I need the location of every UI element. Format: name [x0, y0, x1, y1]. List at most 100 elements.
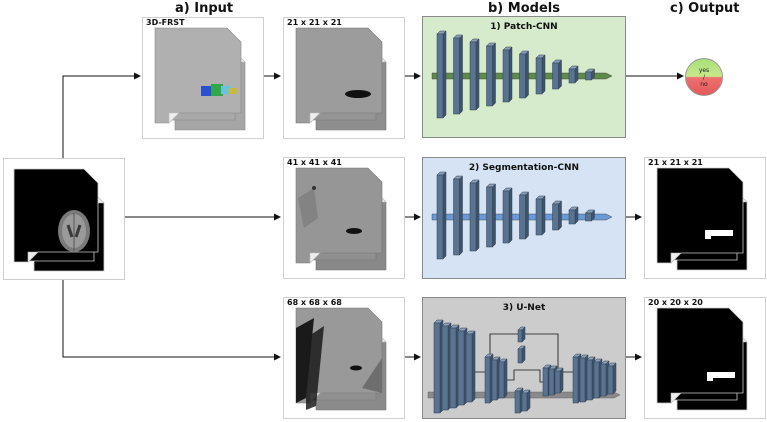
seg-output-21-label: 21 x 21 x 21 [648, 158, 703, 167]
segmentation-cnn-layers [431, 171, 613, 260]
layer-side [559, 367, 564, 394]
layer-bar [517, 348, 523, 364]
layer-side [508, 187, 513, 244]
brain-mri-stack [13, 168, 105, 272]
frst-label: 3D-FRST [146, 18, 185, 27]
output-yes-label: yes [698, 67, 710, 74]
layer-bar [517, 329, 523, 343]
layer-bar [433, 322, 441, 414]
layer-bar [579, 357, 586, 403]
patch-41-label: 41 x 41 x 41 [287, 158, 342, 167]
classification-output: yes / no [685, 58, 723, 96]
layer-bar [453, 178, 460, 256]
layer-side [503, 358, 508, 399]
layer-bar [568, 209, 576, 225]
layer-bar [535, 198, 543, 236]
layer-bar [484, 356, 491, 404]
model-3-title: 3) U-Net [502, 303, 546, 313]
output-slash: / [702, 74, 706, 81]
header-models: b) Models [488, 1, 560, 16]
layer-bar [457, 330, 465, 406]
layer-bar [542, 367, 549, 397]
layer-side [492, 183, 496, 248]
patch-41-card: 41 x 41 x 41 [283, 157, 405, 279]
layer-side [475, 38, 480, 111]
layer-bar [521, 392, 528, 412]
frst-volume-stack [154, 27, 246, 131]
layer-bar [498, 361, 505, 399]
layer-bar [548, 368, 555, 396]
layer-side [521, 345, 526, 364]
patch-68-card: 68 x 68 x 68 [283, 297, 405, 419]
layer-side [525, 50, 529, 99]
layer-side [471, 330, 476, 403]
layer-side [521, 326, 526, 343]
layer-side [612, 362, 617, 395]
layer-side [459, 175, 463, 256]
layer-side [574, 206, 579, 225]
header-output: c) Output [670, 1, 740, 16]
seg-output-21-card: 21 x 21 x 21 [644, 157, 766, 279]
patch-21-card: 21 x 21 x 21 [283, 17, 405, 139]
seg-output-20-card: 20 x 20 x 20 [644, 297, 766, 419]
layer-side [475, 179, 480, 252]
layer-side [459, 34, 463, 115]
layer-bar [502, 190, 510, 244]
layer-side [574, 65, 579, 84]
patch-cnn-layers [431, 30, 613, 119]
layer-bar [453, 37, 460, 115]
branch-line [62, 72, 141, 158]
model-1-title: 1) Patch-CNN [490, 22, 558, 32]
patch-41-stack [295, 167, 387, 271]
layer-side [442, 171, 447, 260]
layer-side [541, 195, 546, 236]
output-no-label: no [700, 81, 708, 88]
header-input: a) Input [175, 1, 234, 16]
model-2-title: 2) Segmentation-CNN [468, 163, 580, 173]
layer-bar [535, 57, 543, 95]
layer-side [508, 46, 513, 103]
seg-output-21-stack [656, 167, 748, 271]
layer-bar [469, 182, 477, 252]
layer-side [526, 389, 531, 412]
skip-connection [504, 369, 548, 383]
patch-68-label: 68 x 68 x 68 [287, 298, 342, 307]
frst-card: 3D-FRST [142, 17, 264, 139]
source-mri-card [3, 158, 125, 280]
patch-21-label: 21 x 21 x 21 [287, 18, 342, 27]
layer-bar [552, 203, 559, 231]
layer-side [558, 59, 562, 90]
seg-output-20-stack [656, 307, 748, 411]
layer-bar [469, 41, 477, 111]
layer-bar [607, 365, 614, 395]
layer-bar [491, 359, 498, 401]
patch-68-stack [295, 307, 387, 411]
layer-bar [449, 327, 457, 409]
layer-bar [436, 33, 444, 119]
layer-side [541, 54, 546, 95]
layer-bar [568, 68, 576, 84]
layer-side [558, 200, 562, 231]
layer-bar [519, 53, 526, 99]
layer-bar [514, 390, 521, 414]
layer-bar [585, 212, 592, 222]
layer-bar [441, 325, 449, 411]
layer-bar [552, 62, 559, 90]
layer-bar [436, 174, 444, 260]
layer-bar [486, 186, 493, 248]
layer-bar [600, 363, 607, 397]
unet-layers [427, 319, 621, 414]
layer-side [525, 191, 529, 240]
seg-output-20-label: 20 x 20 x 20 [648, 298, 703, 307]
layer-bar [593, 361, 600, 399]
layer-side [442, 30, 447, 119]
layer-bar [502, 49, 510, 103]
layer-bar [554, 370, 561, 394]
layer-bar [586, 359, 593, 401]
layer-bar [465, 333, 473, 403]
patch-21-stack [295, 27, 387, 131]
layer-bar [572, 356, 579, 404]
branch-line [62, 280, 281, 361]
layer-bar [519, 194, 526, 240]
